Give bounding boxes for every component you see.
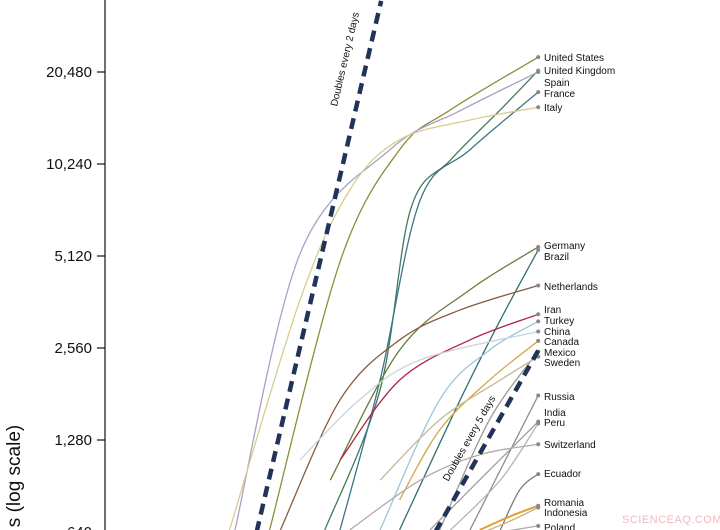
series-endpoint-turkey	[536, 319, 541, 324]
series-endpoint-italy	[536, 105, 541, 110]
series-line-romania	[479, 504, 539, 530]
series-endpoint-canada	[536, 338, 541, 343]
series-endpoint-iran	[536, 312, 541, 317]
series-line-china	[299, 330, 539, 461]
series-endpoint-ecuador	[536, 472, 541, 477]
series-lines	[228, 55, 541, 530]
y-axis-label: s (log scale)	[4, 425, 25, 527]
series-line-iran	[339, 313, 539, 461]
y-tick-label: 2,560	[54, 340, 92, 357]
series-label-india: India	[544, 408, 566, 419]
series-label-turkey: Turkey	[544, 316, 574, 327]
series-line-mexico	[439, 351, 539, 530]
series-label-indonesia: Indonesia	[544, 508, 588, 519]
series-label-china: China	[544, 327, 571, 338]
series-line-indonesia	[487, 506, 539, 530]
series-line-peru	[450, 423, 539, 530]
series-label-iran: Iran	[544, 305, 561, 316]
series-label-germany: Germany	[544, 241, 585, 252]
series-line-turkey	[379, 320, 539, 530]
series-line-united-states	[268, 56, 539, 530]
series-line-russia	[469, 395, 539, 530]
series-endpoint-poland	[536, 523, 541, 528]
series-label-russia: Russia	[544, 392, 575, 403]
series-line-poland	[508, 525, 539, 530]
series-endpoint-china	[536, 329, 541, 334]
series-label-canada: Canada	[544, 337, 579, 348]
series-label-romania: Romania	[544, 498, 584, 509]
y-tick-label: 1,280	[54, 432, 92, 449]
y-axis-ticks: 20,480 10,240 5,120 2,560 1,280 640	[46, 64, 105, 530]
series-endpoint-peru	[536, 421, 541, 426]
series-line-italy	[228, 106, 539, 530]
series-label-ecuador: Ecuador	[544, 469, 582, 480]
series-label-brazil: Brazil	[544, 252, 569, 263]
series-line-brazil	[398, 249, 539, 530]
series-line-ecuador	[499, 473, 539, 530]
series-endpoint-russia	[536, 393, 541, 398]
series-label-sweden: Sweden	[544, 358, 580, 369]
series-label-italy: Italy	[544, 103, 562, 114]
series-endpoint-germany	[536, 244, 541, 249]
series-line-switzerland	[349, 443, 539, 530]
y-tick-label: 20,480	[46, 64, 92, 81]
watermark: SCIENCEAQ.COM	[622, 514, 720, 526]
reference-line-1	[254, 0, 384, 530]
series-label-switzerland: Switzerland	[544, 440, 596, 451]
series-endpoint-united-states	[536, 55, 541, 60]
series-line-india	[429, 421, 539, 530]
series-line-spain	[234, 71, 539, 530]
series-label-mexico: Mexico	[544, 348, 576, 359]
series-label-spain: Spain	[544, 78, 570, 89]
series-endpoint-spain	[536, 70, 541, 74]
series-line-canada	[399, 340, 539, 501]
series-endpoint-france	[536, 90, 541, 95]
series-label-united-states: United States	[544, 53, 604, 64]
series-label-poland: Poland	[544, 523, 575, 530]
series-endpoint-indonesia	[536, 505, 541, 510]
series-line-france	[339, 91, 539, 530]
series-label-united-kingdom: United Kingdom	[544, 66, 615, 77]
series-line-netherlands	[279, 284, 539, 530]
series-label-netherlands: Netherlands	[544, 282, 598, 293]
series-endpoint-switzerland	[536, 442, 541, 447]
series-label-france: France	[544, 89, 576, 100]
series-endpoint-netherlands	[536, 283, 541, 288]
y-tick-label: 640	[67, 524, 92, 530]
y-tick-label: 10,240	[46, 156, 92, 173]
y-tick-label: 5,120	[54, 248, 92, 265]
series-line-united-kingdom	[324, 70, 539, 530]
series-label-peru: Peru	[544, 418, 565, 429]
series-endpoint-brazil	[536, 247, 541, 252]
series-line-sweden	[379, 356, 539, 481]
reference-line-label: Doubles every 2 days	[329, 11, 362, 107]
